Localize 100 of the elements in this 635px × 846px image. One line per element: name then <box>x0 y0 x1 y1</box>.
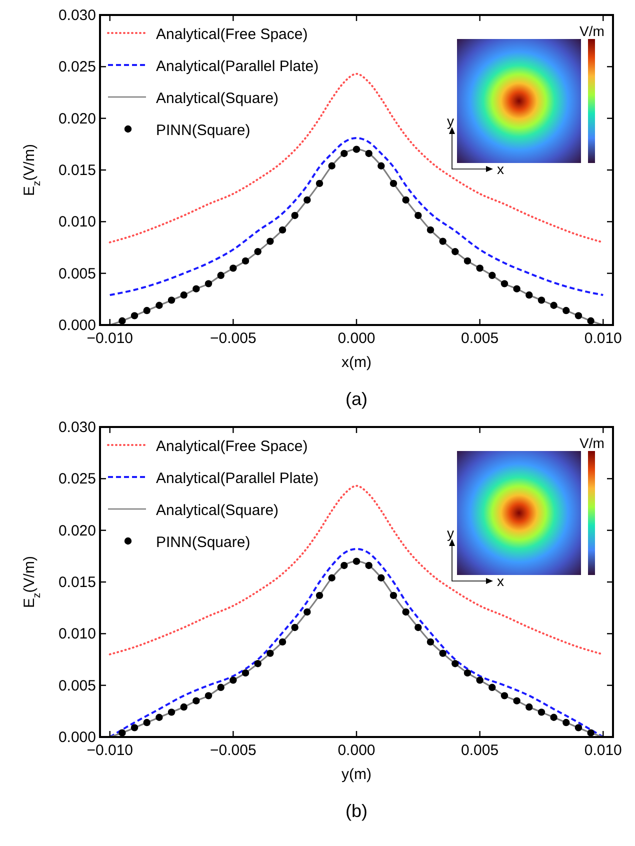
legend-label: Analytical(Square) <box>156 90 279 107</box>
point <box>488 272 496 279</box>
point <box>291 212 298 220</box>
point <box>513 697 520 704</box>
point <box>130 724 138 732</box>
annotation: x <box>497 161 504 177</box>
point <box>452 660 459 668</box>
annotation: y <box>447 525 454 541</box>
point <box>488 684 496 691</box>
point <box>168 708 176 716</box>
y-tick-label: 0.010 <box>58 626 96 643</box>
legend-label: PINN(Square) <box>156 534 250 551</box>
point <box>538 296 546 304</box>
point <box>304 196 311 204</box>
point <box>378 162 385 170</box>
x-tick-label: 0.000 <box>338 330 376 347</box>
annotation: V/m <box>580 435 604 451</box>
legend-label: Analytical(Parallel Plate) <box>156 58 319 75</box>
point <box>500 692 508 700</box>
y-tick-label: 0.030 <box>58 419 96 436</box>
point <box>365 562 372 570</box>
point <box>340 150 348 158</box>
point <box>439 650 446 657</box>
point <box>500 280 508 288</box>
y-tick-label: 0.015 <box>58 574 96 591</box>
point <box>390 180 398 188</box>
x-tick-label: 0.010 <box>584 330 622 347</box>
annotation: x <box>497 573 504 589</box>
y-tick-label: 0.025 <box>58 470 96 488</box>
point <box>204 280 212 288</box>
point <box>118 729 126 736</box>
x-axis-title: y(m) <box>342 766 372 783</box>
point <box>562 306 570 314</box>
point <box>316 180 324 188</box>
point <box>476 264 484 272</box>
x-tick-label: −0.005 <box>210 330 256 347</box>
point <box>538 708 546 716</box>
point <box>550 714 558 721</box>
annotation: V/m <box>580 23 604 39</box>
point <box>587 317 594 324</box>
point <box>204 692 212 700</box>
y-tick-label: 0.010 <box>58 214 96 231</box>
point <box>452 248 459 256</box>
point <box>168 296 176 304</box>
point <box>352 146 360 153</box>
point <box>278 226 286 234</box>
point <box>156 714 163 721</box>
point <box>254 660 262 668</box>
x-tick-label: 0.010 <box>584 742 622 759</box>
point <box>365 150 372 158</box>
text: (b) <box>346 801 368 821</box>
point <box>574 724 582 732</box>
point <box>118 317 126 324</box>
x-tick-label: 0.000 <box>338 742 376 759</box>
point <box>217 684 224 691</box>
legend-label: Analytical(Parallel Plate) <box>156 470 319 487</box>
point <box>550 302 558 309</box>
y-tick-label: 0.020 <box>58 110 96 128</box>
point <box>464 669 472 677</box>
point <box>402 196 410 204</box>
annotation: y <box>447 113 454 129</box>
point <box>304 608 311 616</box>
legend-label: Analytical(Free Space) <box>156 438 308 455</box>
point <box>526 703 533 711</box>
point <box>143 718 150 726</box>
y-tick-label: 0.025 <box>58 58 96 76</box>
point <box>587 729 594 736</box>
point <box>192 285 200 292</box>
y-tick-label: 0.020 <box>58 522 96 540</box>
point <box>402 608 410 616</box>
point <box>526 291 533 299</box>
point <box>378 574 385 582</box>
point <box>390 592 398 600</box>
text: (a) <box>346 389 368 409</box>
point <box>426 638 434 646</box>
point <box>340 562 348 570</box>
x-tick-label: −0.005 <box>210 742 256 759</box>
line-series <box>108 136 604 296</box>
point <box>180 703 188 711</box>
point <box>414 212 422 220</box>
point <box>439 238 446 245</box>
point <box>230 264 237 272</box>
point <box>513 285 520 292</box>
x-tick-label: 0.005 <box>461 330 499 347</box>
point <box>143 306 150 314</box>
point <box>278 638 286 646</box>
point <box>291 624 298 632</box>
point <box>254 248 262 256</box>
x-axis-title: x(m) <box>342 354 372 371</box>
point <box>562 718 570 726</box>
point <box>464 257 472 265</box>
point <box>414 624 422 632</box>
point <box>328 574 336 582</box>
point <box>426 226 434 234</box>
y-tick-label: 0.030 <box>58 7 96 24</box>
y-tick-label: 0.005 <box>58 265 96 282</box>
y-tick-label: 0.005 <box>58 677 96 694</box>
point <box>130 312 138 320</box>
point <box>266 238 274 245</box>
point <box>352 558 360 565</box>
